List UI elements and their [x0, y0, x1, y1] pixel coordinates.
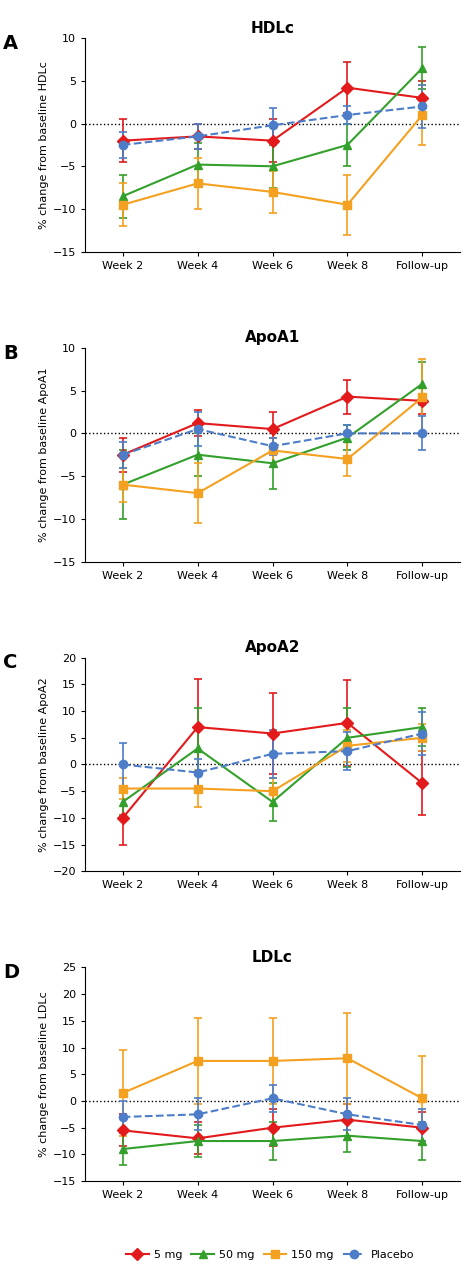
Title: ApoA1: ApoA1: [245, 330, 300, 345]
Y-axis label: % change from baseline LDLc: % change from baseline LDLc: [39, 992, 49, 1157]
Title: ApoA2: ApoA2: [245, 640, 301, 655]
Y-axis label: % change from baseline ApoA1: % change from baseline ApoA1: [39, 367, 49, 542]
Y-axis label: % change from baseline ApoA2: % change from baseline ApoA2: [38, 677, 49, 852]
Legend: 5 mg, 50 mg, 150 mg, Placebo: 5 mg, 50 mg, 150 mg, Placebo: [122, 1246, 419, 1265]
Text: C: C: [3, 653, 18, 672]
Title: LDLc: LDLc: [252, 950, 293, 965]
Text: D: D: [3, 963, 19, 982]
Title: HDLc: HDLc: [251, 20, 294, 36]
Y-axis label: % change from baseline HDLc: % change from baseline HDLc: [39, 61, 49, 229]
Text: A: A: [3, 34, 18, 53]
Text: B: B: [3, 344, 18, 363]
